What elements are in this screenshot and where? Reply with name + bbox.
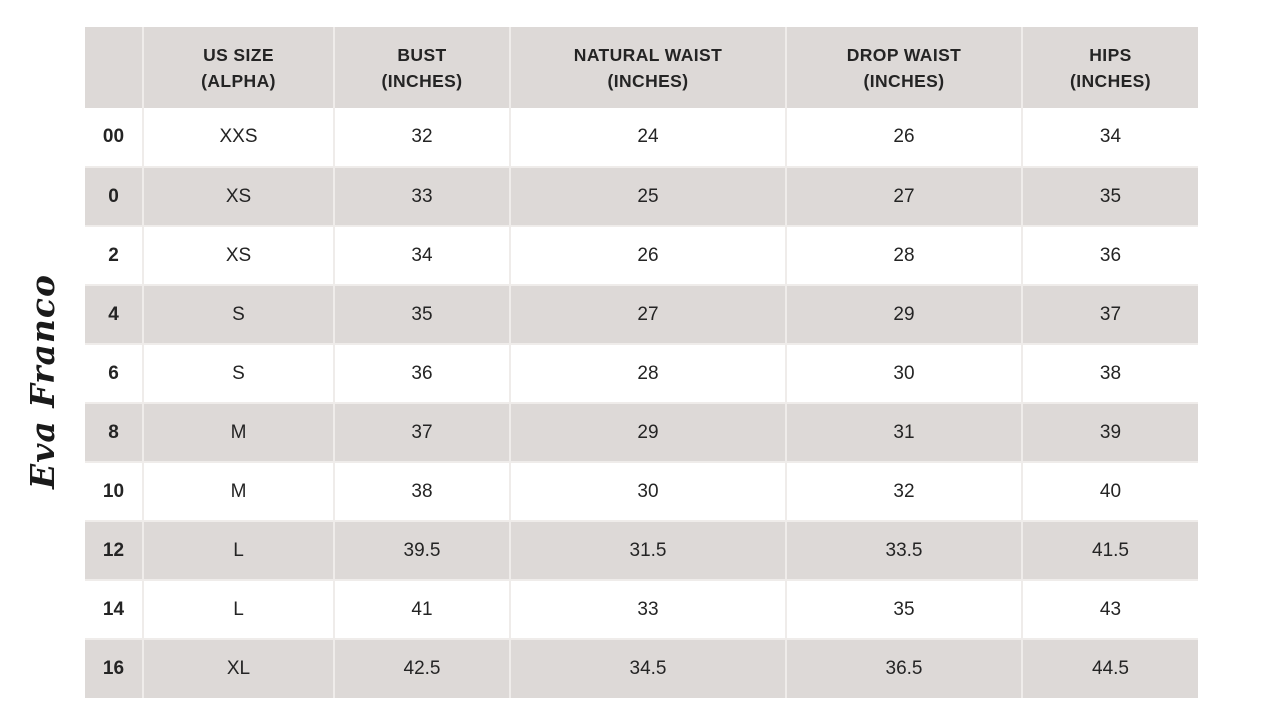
natural-waist-cell: 27 (509, 284, 787, 345)
natural-waist-cell: 28 (509, 343, 787, 404)
table-row-size-00: 00 XXS 32 24 26 34 (85, 108, 1198, 168)
bust-cell: 37 (333, 402, 511, 463)
header-drop-waist-line1: DROP WAIST (846, 44, 962, 65)
bust-cell: 33 (333, 166, 511, 227)
drop-waist-cell: 26 (785, 108, 1023, 168)
natural-waist-cell: 31.5 (509, 520, 787, 581)
alpha-size-cell: XL (142, 638, 335, 698)
header-hips: HIPS (INCHES) (1021, 27, 1198, 108)
natural-waist-cell: 24 (509, 108, 787, 168)
alpha-size-cell: L (142, 579, 335, 640)
drop-waist-cell: 30 (785, 343, 1023, 404)
alpha-size-cell: L (142, 520, 335, 581)
alpha-size-cell: S (142, 343, 335, 404)
alpha-size-cell: M (142, 461, 335, 522)
drop-waist-cell: 31 (785, 402, 1023, 463)
natural-waist-cell: 26 (509, 225, 787, 286)
header-bust: BUST (INCHES) (333, 27, 511, 108)
bust-cell: 32 (333, 108, 511, 168)
drop-waist-cell: 33.5 (785, 520, 1023, 581)
bust-cell: 39.5 (333, 520, 511, 581)
us-size-cell: 12 (85, 520, 144, 581)
us-size-cell: 6 (85, 343, 144, 404)
header-drop-waist-line2: (INCHES) (863, 70, 945, 91)
hips-cell: 37 (1021, 284, 1198, 345)
drop-waist-cell: 35 (785, 579, 1023, 640)
us-size-cell: 4 (85, 284, 144, 345)
alpha-size-cell: S (142, 284, 335, 345)
drop-waist-cell: 29 (785, 284, 1023, 345)
drop-waist-cell: 36.5 (785, 638, 1023, 698)
hips-cell: 36 (1021, 225, 1198, 286)
header-us-size-alpha-line2: (ALPHA) (201, 70, 276, 91)
hips-cell: 34 (1021, 108, 1198, 168)
bust-cell: 41 (333, 579, 511, 640)
drop-waist-cell: 32 (785, 461, 1023, 522)
us-size-cell: 00 (85, 108, 144, 168)
table-row-size-2: 2 XS 34 26 28 36 (85, 225, 1198, 286)
alpha-size-cell: XS (142, 166, 335, 227)
hips-cell: 35 (1021, 166, 1198, 227)
eva-franco-logo: Eva Franco (0, 274, 84, 489)
header-corner-cell (85, 27, 144, 108)
hips-cell: 44.5 (1021, 638, 1198, 698)
us-size-cell: 10 (85, 461, 144, 522)
header-hips-line2: (INCHES) (1070, 70, 1151, 91)
table-row-size-0: 0 XS 33 25 27 35 (85, 166, 1198, 227)
header-drop-waist: DROP WAIST (INCHES) (785, 27, 1023, 108)
hips-cell: 39 (1021, 402, 1198, 463)
natural-waist-cell: 34.5 (509, 638, 787, 698)
drop-waist-cell: 27 (785, 166, 1023, 227)
header-natural-waist-line2: (INCHES) (607, 70, 689, 91)
table-row-size-12: 12 L 39.5 31.5 33.5 41.5 (85, 520, 1198, 581)
size-chart-table: US SIZE (ALPHA) BUST (INCHES) NATURAL WA… (85, 27, 1198, 698)
bust-cell: 38 (333, 461, 511, 522)
size-chart-header: US SIZE (ALPHA) BUST (INCHES) NATURAL WA… (85, 27, 1198, 108)
bust-cell: 35 (333, 284, 511, 345)
alpha-size-cell: M (142, 402, 335, 463)
us-size-cell: 8 (85, 402, 144, 463)
header-us-size-alpha: US SIZE (ALPHA) (142, 27, 335, 108)
header-bust-line1: BUST (397, 44, 447, 65)
bust-cell: 36 (333, 343, 511, 404)
header-bust-line2: (INCHES) (381, 70, 463, 91)
hips-cell: 43 (1021, 579, 1198, 640)
drop-waist-cell: 28 (785, 225, 1023, 286)
table-row-size-16: 16 XL 42.5 34.5 36.5 44.5 (85, 638, 1198, 698)
alpha-size-cell: XS (142, 225, 335, 286)
eva-franco-logo-text: Eva Franco (22, 273, 62, 489)
table-row-size-4: 4 S 35 27 29 37 (85, 284, 1198, 345)
natural-waist-cell: 25 (509, 166, 787, 227)
alpha-size-cell: XXS (142, 108, 335, 168)
table-row-size-8: 8 M 37 29 31 39 (85, 402, 1198, 463)
hips-cell: 41.5 (1021, 520, 1198, 581)
natural-waist-cell: 30 (509, 461, 787, 522)
header-row: US SIZE (ALPHA) BUST (INCHES) NATURAL WA… (85, 27, 1198, 108)
header-hips-line1: HIPS (1089, 44, 1132, 65)
table-row-size-10: 10 M 38 30 32 40 (85, 461, 1198, 522)
table-row-size-6: 6 S 36 28 30 38 (85, 343, 1198, 404)
header-us-size-alpha-line1: US SIZE (203, 44, 274, 65)
size-chart-body: 00 XXS 32 24 26 34 0 XS 33 25 27 35 2 XS… (85, 108, 1198, 698)
us-size-cell: 0 (85, 166, 144, 227)
us-size-cell: 14 (85, 579, 144, 640)
hips-cell: 38 (1021, 343, 1198, 404)
bust-cell: 34 (333, 225, 511, 286)
natural-waist-cell: 33 (509, 579, 787, 640)
table-row-size-14: 14 L 41 33 35 43 (85, 579, 1198, 640)
us-size-cell: 2 (85, 225, 144, 286)
us-size-cell: 16 (85, 638, 144, 698)
bust-cell: 42.5 (333, 638, 511, 698)
hips-cell: 40 (1021, 461, 1198, 522)
natural-waist-cell: 29 (509, 402, 787, 463)
header-natural-waist: NATURAL WAIST (INCHES) (509, 27, 787, 108)
header-natural-waist-line1: NATURAL WAIST (573, 44, 723, 65)
